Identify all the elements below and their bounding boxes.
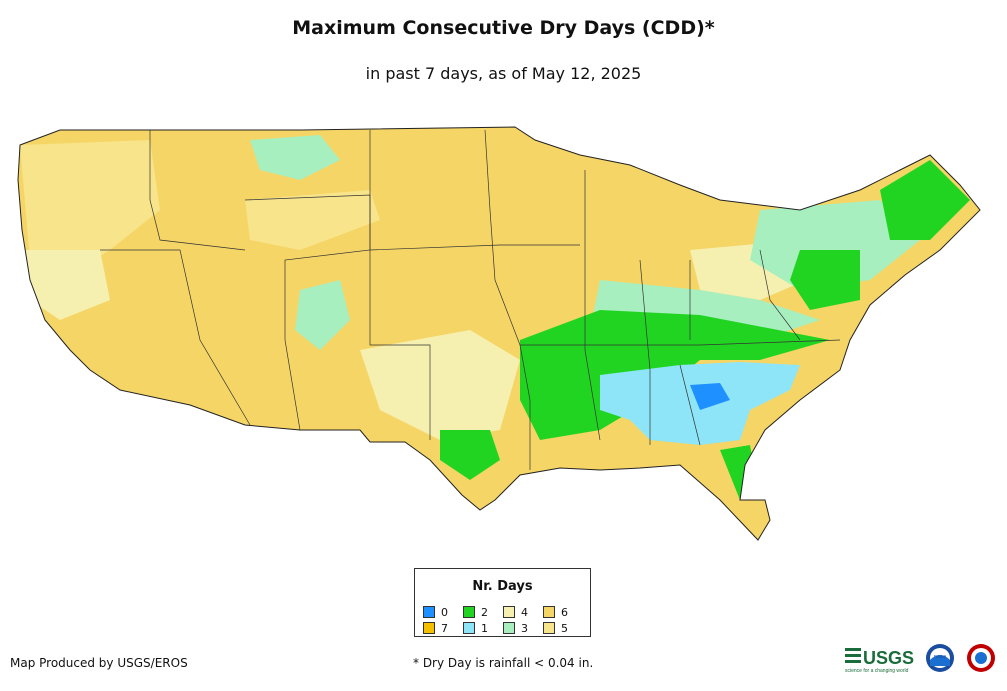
legend-item-6: 6 [543, 605, 583, 619]
legend: Nr. Days 0 2 4 6 7 1 3 5 [414, 568, 591, 637]
region-3-montana [250, 135, 340, 180]
legend-label-6: 6 [561, 605, 568, 619]
region-0-georgia [690, 383, 730, 410]
legend-swatch-4 [503, 606, 515, 618]
legend-swatch-6 [543, 606, 555, 618]
legend-swatch-1 [463, 622, 475, 634]
legend-item-7: 7 [423, 621, 463, 635]
region-2-newengland [880, 160, 970, 240]
legend-label-4: 4 [521, 605, 528, 619]
region-4-texas [360, 330, 520, 440]
cdd-map [17, 126, 981, 541]
region-4-westcoast [20, 250, 110, 320]
cdd-field [18, 127, 980, 540]
usgs-wordmark: USGS [863, 648, 914, 668]
map-title: Maximum Consecutive Dry Days (CDD)* [292, 17, 715, 39]
state-boundaries [100, 129, 841, 470]
map-subtitle: in past 7 days, as of May 12, 2025 [365, 64, 642, 83]
legend-label-0: 0 [441, 605, 448, 619]
region-3-northeast [750, 200, 920, 290]
legend-grid: 0 2 4 6 7 1 3 5 [423, 605, 593, 635]
dry-day-footnote: * Dry Day is rainfall < 0.04 in. [413, 656, 594, 670]
map-credit: Map Produced by USGS/EROS [10, 656, 188, 670]
legend-label-3: 3 [521, 621, 528, 635]
region-5-northwest [20, 140, 160, 280]
legend-title: Nr. Days [472, 579, 533, 594]
nws-logo [967, 644, 995, 672]
region-5-wyoming [245, 190, 380, 250]
legend-item-3: 3 [503, 621, 543, 635]
legend-item-4: 4 [503, 605, 543, 619]
usgs-tagline: science for a changing world [845, 668, 909, 674]
legend-swatch-0 [423, 606, 435, 618]
legend-label-7: 7 [441, 621, 448, 635]
agency-logos: USGS science for a changing world noaa [845, 644, 995, 674]
region-2-midatlantic [790, 250, 860, 310]
region-2-gulfcoast-tx [440, 430, 500, 480]
region-3-newmexico [295, 280, 350, 350]
legend-item-1: 1 [463, 621, 503, 635]
legend-swatch-5 [543, 622, 555, 634]
noaa-logo: noaa [926, 644, 954, 672]
legend-swatch-2 [463, 606, 475, 618]
legend-item-0: 0 [423, 605, 463, 619]
legend-item-2: 2 [463, 605, 503, 619]
legend-swatch-7 [423, 622, 435, 634]
legend-label-1: 1 [481, 621, 488, 635]
noaa-wordmark: noaa [934, 654, 946, 660]
legend-label-5: 5 [561, 621, 568, 635]
legend-item-5: 5 [543, 621, 583, 635]
legend-label-2: 2 [481, 605, 488, 619]
usgs-logo: USGS science for a changing world [845, 648, 914, 674]
legend-swatch-3 [503, 622, 515, 634]
